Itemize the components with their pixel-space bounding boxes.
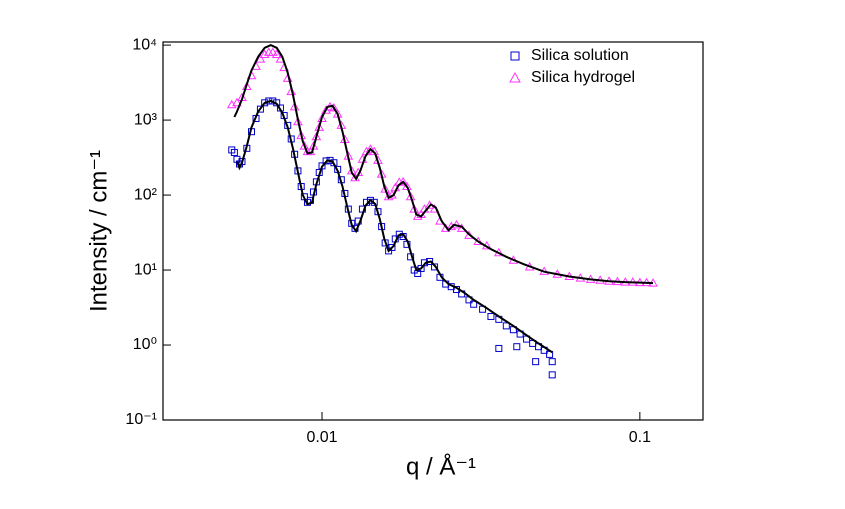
data-point: [409, 204, 420, 213]
data-point: [470, 300, 478, 308]
data-point: [230, 148, 238, 156]
data-point: [532, 358, 540, 366]
data-point: [402, 181, 412, 191]
y-tick-label: 10⁰: [133, 336, 157, 353]
data-point: [299, 141, 310, 150]
data-point: [431, 263, 439, 271]
data-point: [286, 86, 297, 96]
legend-marker: [510, 51, 520, 61]
data-point: [426, 257, 434, 265]
data-point: [226, 99, 237, 109]
y-tick-label: 10¹: [134, 261, 157, 278]
data-point: [548, 371, 556, 379]
data-point: [502, 322, 510, 330]
data-point: [388, 243, 396, 251]
data-point: [495, 344, 503, 352]
data-point: [398, 176, 409, 186]
y-tick-label: 10³: [134, 111, 158, 128]
y-axis-label: Intensity / cm⁻¹: [85, 150, 112, 312]
data-point: [241, 81, 252, 91]
x-axis-label: q / Å⁻¹: [406, 452, 476, 480]
data-point: [289, 101, 300, 111]
data-point: [380, 184, 391, 193]
fit-line: [236, 99, 553, 354]
data-point: [329, 102, 339, 112]
data-point: [267, 47, 278, 56]
legend-label: Silica solution: [531, 47, 629, 64]
data-point: [293, 116, 303, 126]
data-point: [548, 358, 556, 366]
x-tick-label: 0.1: [629, 429, 651, 446]
data-point: [259, 49, 270, 58]
data-point: [365, 144, 376, 153]
legend-marker: [509, 71, 521, 83]
plot-frame: [162, 41, 704, 421]
y-tick-label: 10⁴: [132, 36, 157, 53]
data-point: [370, 198, 378, 206]
data-point: [232, 97, 242, 107]
fit-line: [233, 44, 654, 285]
data-point: [255, 54, 266, 63]
y-tick-label: 10²: [134, 186, 158, 203]
data-point: [366, 196, 374, 204]
data-point: [317, 113, 327, 122]
x-tick-label: 0.01: [306, 429, 337, 446]
y-tick-label: 10⁻¹: [125, 411, 157, 428]
data-point: [513, 343, 521, 351]
legend-label: Silica hydrogel: [531, 69, 635, 86]
data-point: [271, 49, 282, 58]
data-point: [487, 313, 495, 321]
data-point: [256, 105, 264, 113]
data-point: [405, 191, 416, 201]
